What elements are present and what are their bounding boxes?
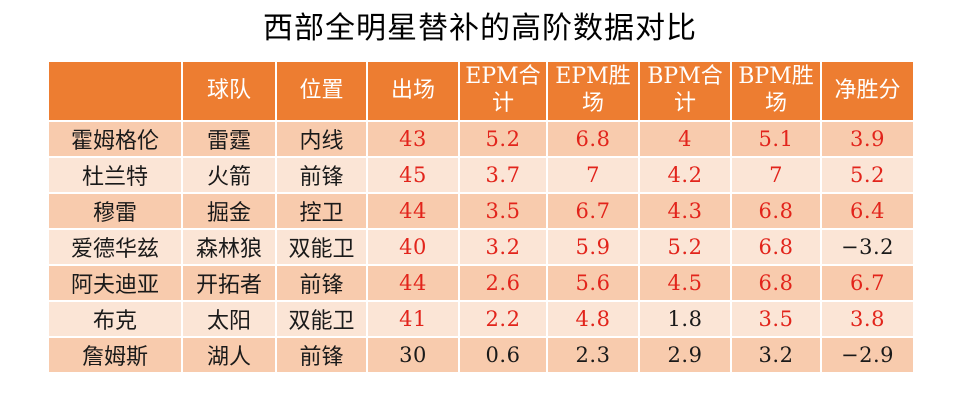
stat-value-cell: 3.5 [458, 192, 548, 230]
table-row: 霍姆格伦 雷霆 内线 43 5.2 6.8 4 5.1 3.9 [47, 120, 915, 158]
column-header: BPM合计 [638, 60, 732, 122]
table-row: 杜兰特 火箭 前锋 45 3.7 7 4.2 7 5.2 [47, 156, 915, 194]
stat-value-cell: −3.2 [820, 228, 915, 266]
stat-value-cell: 7 [546, 156, 640, 194]
stat-value-cell: 40 [366, 228, 460, 266]
column-header: EPM胜场 [546, 60, 640, 122]
stat-value-cell: 3.9 [820, 120, 915, 158]
stat-value-cell: 5.2 [458, 120, 548, 158]
position-cell: 双能卫 [275, 300, 368, 338]
table-row: 布克 太阳 双能卫 41 2.2 4.8 1.8 3.5 3.8 [47, 300, 915, 338]
column-header: BPM胜场 [730, 60, 822, 122]
stat-value-cell: 5.6 [546, 264, 640, 302]
table-row: 阿夫迪亚 开拓者 前锋 44 2.6 5.6 4.5 6.8 6.7 [47, 264, 915, 302]
stat-value-cell: 4 [638, 120, 732, 158]
stat-value-cell: 6.8 [730, 192, 822, 230]
stat-value-cell: 2.9 [638, 336, 732, 374]
stat-value-cell: −2.9 [820, 336, 915, 374]
team-cell: 湖人 [181, 336, 277, 374]
player-name-cell: 穆雷 [47, 192, 183, 230]
team-cell: 开拓者 [181, 264, 277, 302]
stat-value-cell: 45 [366, 156, 460, 194]
column-header: 球队 [181, 60, 277, 122]
stat-value-cell: 7 [730, 156, 822, 194]
player-name-cell: 杜兰特 [47, 156, 183, 194]
position-cell: 内线 [275, 120, 368, 158]
stat-value-cell: 5.9 [546, 228, 640, 266]
table-row: 詹姆斯 湖人 前锋 30 0.6 2.3 2.9 3.2 −2.9 [47, 336, 915, 374]
header-row: 球队 位置 出场 EPM合计 EPM胜场 BPM合计 BPM胜场 净胜分 [47, 60, 915, 122]
stats-table-container: 球队 位置 出场 EPM合计 EPM胜场 BPM合计 BPM胜场 净胜分 霍姆格伦 雷霆 内线 43… [47, 60, 915, 374]
stat-value-cell: 6.8 [730, 264, 822, 302]
stat-value-cell: 4.8 [546, 300, 640, 338]
stat-value-cell: 4.3 [638, 192, 732, 230]
stat-value-cell: 6.8 [546, 120, 640, 158]
table-body: 霍姆格伦 雷霆 内线 43 5.2 6.8 4 5.1 3.9 杜兰特 火箭 前锋 45 3.7 7 4.2 7… [47, 120, 915, 374]
stat-value-cell: 5.1 [730, 120, 822, 158]
position-cell: 前锋 [275, 336, 368, 374]
stat-value-cell: 43 [366, 120, 460, 158]
stat-value-cell: 3.2 [458, 228, 548, 266]
player-name-cell: 霍姆格伦 [47, 120, 183, 158]
column-header: 净胜分 [820, 60, 915, 122]
stat-value-cell: 6.4 [820, 192, 915, 230]
position-cell: 前锋 [275, 264, 368, 302]
stat-value-cell: 5.2 [820, 156, 915, 194]
team-cell: 太阳 [181, 300, 277, 338]
stat-value-cell: 5.2 [638, 228, 732, 266]
stat-value-cell: 6.8 [730, 228, 822, 266]
column-header: 出场 [366, 60, 460, 122]
stat-value-cell: 3.5 [730, 300, 822, 338]
stat-value-cell: 2.3 [546, 336, 640, 374]
team-cell: 掘金 [181, 192, 277, 230]
player-name-cell: 爱德华兹 [47, 228, 183, 266]
team-cell: 森林狼 [181, 228, 277, 266]
stat-value-cell: 6.7 [546, 192, 640, 230]
player-name-cell: 布克 [47, 300, 183, 338]
team-cell: 火箭 [181, 156, 277, 194]
team-cell: 雷霆 [181, 120, 277, 158]
table-header: 球队 位置 出场 EPM合计 EPM胜场 BPM合计 BPM胜场 净胜分 [47, 60, 915, 122]
column-header [47, 60, 183, 122]
position-cell: 双能卫 [275, 228, 368, 266]
stat-value-cell: 2.2 [458, 300, 548, 338]
stat-value-cell: 3.8 [820, 300, 915, 338]
stat-value-cell: 6.7 [820, 264, 915, 302]
player-name-cell: 詹姆斯 [47, 336, 183, 374]
position-cell: 前锋 [275, 156, 368, 194]
column-header: 位置 [275, 60, 368, 122]
stat-value-cell: 4.2 [638, 156, 732, 194]
stat-value-cell: 44 [366, 264, 460, 302]
stat-value-cell: 3.7 [458, 156, 548, 194]
table-row: 爱德华兹 森林狼 双能卫 40 3.2 5.9 5.2 6.8 −3.2 [47, 228, 915, 266]
stats-table: 球队 位置 出场 EPM合计 EPM胜场 BPM合计 BPM胜场 净胜分 霍姆格伦 雷霆 内线 43… [47, 60, 915, 374]
position-cell: 控卫 [275, 192, 368, 230]
stat-value-cell: 44 [366, 192, 460, 230]
stat-value-cell: 1.8 [638, 300, 732, 338]
table-row: 穆雷 掘金 控卫 44 3.5 6.7 4.3 6.8 6.4 [47, 192, 915, 230]
stat-value-cell: 0.6 [458, 336, 548, 374]
page-title: 西部全明星替补的高阶数据对比 [263, 12, 697, 45]
stat-value-cell: 41 [366, 300, 460, 338]
stat-value-cell: 30 [366, 336, 460, 374]
stat-value-cell: 3.2 [730, 336, 822, 374]
column-header: EPM合计 [458, 60, 548, 122]
stat-value-cell: 2.6 [458, 264, 548, 302]
player-name-cell: 阿夫迪亚 [47, 264, 183, 302]
stat-value-cell: 4.5 [638, 264, 732, 302]
